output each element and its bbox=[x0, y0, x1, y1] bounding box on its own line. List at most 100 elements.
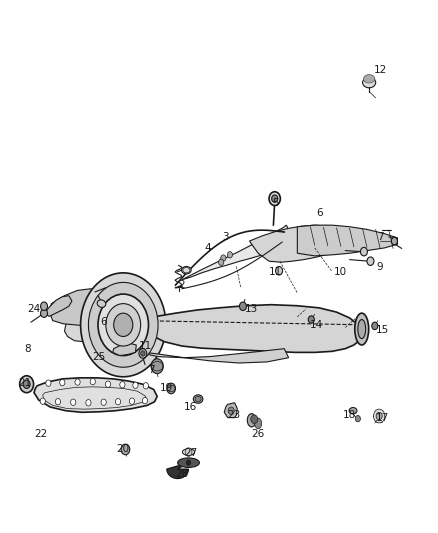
Text: 10: 10 bbox=[334, 267, 347, 277]
Circle shape bbox=[151, 359, 163, 374]
Circle shape bbox=[376, 413, 382, 419]
Text: 17: 17 bbox=[375, 413, 389, 423]
Polygon shape bbox=[167, 463, 188, 479]
Circle shape bbox=[88, 282, 158, 367]
Ellipse shape bbox=[349, 408, 357, 414]
Circle shape bbox=[308, 316, 314, 323]
Ellipse shape bbox=[178, 458, 199, 467]
Text: 15: 15 bbox=[375, 325, 389, 335]
Circle shape bbox=[185, 448, 192, 456]
Circle shape bbox=[367, 257, 374, 265]
Circle shape bbox=[81, 273, 166, 377]
Polygon shape bbox=[113, 343, 136, 356]
Circle shape bbox=[240, 302, 247, 311]
Polygon shape bbox=[182, 225, 289, 280]
Ellipse shape bbox=[254, 418, 261, 429]
Circle shape bbox=[121, 444, 130, 455]
Text: 21: 21 bbox=[19, 378, 32, 388]
Text: 24: 24 bbox=[28, 304, 41, 314]
Circle shape bbox=[106, 381, 111, 387]
Text: 13: 13 bbox=[245, 304, 258, 314]
Circle shape bbox=[221, 255, 226, 261]
Polygon shape bbox=[297, 225, 397, 256]
Circle shape bbox=[75, 379, 80, 385]
Ellipse shape bbox=[355, 313, 369, 345]
Circle shape bbox=[276, 266, 283, 275]
Circle shape bbox=[360, 247, 367, 256]
Text: 6: 6 bbox=[100, 317, 107, 327]
Circle shape bbox=[141, 351, 145, 356]
Circle shape bbox=[114, 313, 133, 336]
Circle shape bbox=[219, 259, 224, 265]
Circle shape bbox=[71, 399, 76, 406]
Text: 12: 12 bbox=[374, 66, 387, 75]
Text: 4: 4 bbox=[205, 243, 212, 253]
Text: 23: 23 bbox=[228, 410, 241, 420]
Circle shape bbox=[41, 309, 47, 317]
Text: 6: 6 bbox=[316, 208, 322, 219]
Text: 11: 11 bbox=[269, 267, 282, 277]
Text: 16: 16 bbox=[184, 402, 198, 412]
Circle shape bbox=[20, 376, 34, 393]
Circle shape bbox=[23, 380, 30, 389]
Ellipse shape bbox=[363, 77, 376, 88]
Circle shape bbox=[139, 349, 147, 358]
Circle shape bbox=[251, 415, 258, 423]
Circle shape bbox=[142, 398, 148, 404]
Polygon shape bbox=[136, 305, 363, 352]
Circle shape bbox=[167, 383, 176, 394]
Circle shape bbox=[372, 322, 378, 329]
Text: 5: 5 bbox=[272, 198, 279, 208]
Circle shape bbox=[46, 380, 51, 386]
Circle shape bbox=[129, 398, 134, 405]
Circle shape bbox=[101, 399, 106, 406]
Text: 20: 20 bbox=[117, 445, 130, 455]
Circle shape bbox=[41, 302, 47, 311]
Ellipse shape bbox=[364, 75, 375, 83]
Circle shape bbox=[355, 416, 360, 422]
Circle shape bbox=[228, 407, 234, 415]
Circle shape bbox=[269, 192, 280, 206]
Circle shape bbox=[40, 398, 46, 405]
Polygon shape bbox=[224, 403, 237, 418]
Circle shape bbox=[374, 409, 385, 423]
Text: 26: 26 bbox=[251, 429, 265, 439]
Circle shape bbox=[98, 294, 148, 356]
Ellipse shape bbox=[193, 395, 203, 403]
Text: 8: 8 bbox=[24, 344, 31, 354]
Circle shape bbox=[120, 382, 125, 388]
Text: 14: 14 bbox=[310, 320, 324, 330]
Polygon shape bbox=[49, 289, 118, 327]
Circle shape bbox=[391, 237, 397, 245]
Ellipse shape bbox=[195, 397, 201, 402]
Circle shape bbox=[272, 195, 278, 203]
Polygon shape bbox=[44, 296, 72, 317]
Text: 11: 11 bbox=[138, 341, 152, 351]
Text: 9: 9 bbox=[377, 262, 383, 271]
Circle shape bbox=[116, 399, 120, 405]
Text: 19: 19 bbox=[160, 383, 173, 393]
Polygon shape bbox=[34, 378, 157, 413]
Circle shape bbox=[90, 378, 95, 385]
Circle shape bbox=[60, 379, 65, 386]
Text: 25: 25 bbox=[93, 352, 106, 361]
Text: 28: 28 bbox=[175, 470, 189, 479]
Circle shape bbox=[227, 252, 233, 258]
Ellipse shape bbox=[182, 266, 191, 274]
Text: 7: 7 bbox=[148, 365, 155, 375]
Text: 7: 7 bbox=[377, 232, 383, 243]
Ellipse shape bbox=[97, 300, 106, 308]
Text: 2: 2 bbox=[179, 280, 185, 290]
Text: 18: 18 bbox=[343, 410, 356, 420]
Polygon shape bbox=[136, 349, 289, 363]
Text: 22: 22 bbox=[34, 429, 47, 439]
Circle shape bbox=[106, 304, 141, 346]
Text: 27: 27 bbox=[184, 448, 198, 458]
Ellipse shape bbox=[358, 319, 366, 338]
Circle shape bbox=[186, 460, 191, 465]
Text: 3: 3 bbox=[222, 232, 229, 243]
Circle shape bbox=[86, 400, 91, 406]
Ellipse shape bbox=[247, 414, 256, 427]
Circle shape bbox=[133, 382, 138, 389]
Circle shape bbox=[143, 383, 148, 389]
